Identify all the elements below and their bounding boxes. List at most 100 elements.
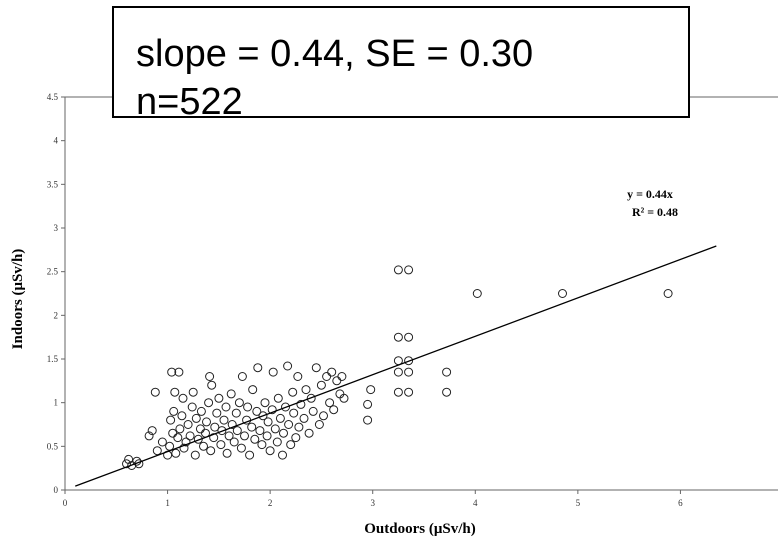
data-point <box>308 406 318 416</box>
data-point <box>178 393 188 403</box>
data-point <box>236 443 246 453</box>
data-point <box>152 446 162 456</box>
scatter-points <box>122 265 673 470</box>
data-point <box>240 431 249 441</box>
data-point <box>291 433 301 443</box>
x-tick-label: 2 <box>268 498 273 508</box>
fit-line <box>75 245 717 487</box>
data-point <box>316 380 326 390</box>
data-point <box>260 398 270 408</box>
data-point <box>404 387 414 397</box>
data-point <box>327 367 337 377</box>
data-point <box>185 431 195 441</box>
data-point <box>202 417 211 427</box>
data-point <box>224 431 234 441</box>
data-point <box>248 385 258 395</box>
data-point <box>177 411 187 421</box>
data-point <box>144 431 154 441</box>
fit-line-group <box>75 245 717 487</box>
data-point <box>174 367 184 377</box>
data-point <box>404 265 414 275</box>
data-point <box>169 406 179 416</box>
data-point <box>281 402 290 412</box>
data-point <box>168 428 178 438</box>
data-point <box>257 440 267 450</box>
data-point <box>187 402 197 412</box>
data-point <box>226 389 236 399</box>
data-point <box>284 420 294 429</box>
data-point <box>404 356 414 366</box>
data-point <box>322 372 332 381</box>
stat-annotation-box: slope = 0.44, SE = 0.30 n=522 <box>112 6 690 123</box>
data-point <box>188 387 198 397</box>
data-point <box>293 372 303 381</box>
data-point <box>404 367 414 377</box>
data-point <box>301 385 311 395</box>
data-point <box>179 443 189 453</box>
data-point <box>332 376 342 386</box>
data-point <box>250 434 260 444</box>
data-point <box>393 265 403 275</box>
data-point <box>183 420 193 429</box>
data-point <box>252 406 262 416</box>
data-point <box>404 332 414 342</box>
data-point <box>275 413 285 423</box>
data-point <box>207 380 217 390</box>
data-point <box>268 367 278 377</box>
data-point <box>286 440 296 450</box>
data-point <box>237 372 247 381</box>
data-point <box>289 408 299 418</box>
data-point <box>199 441 208 451</box>
data-point <box>150 387 160 397</box>
data-point <box>190 450 200 460</box>
data-point <box>147 426 157 436</box>
data-point <box>294 422 304 432</box>
stat-line-slope: slope = 0.44, SE = 0.30 <box>136 33 534 75</box>
y-tick-label: 4.5 <box>47 92 59 102</box>
axes: 0 0.5 1 1.5 2 2.5 3 3.5 4 4.5 0 1 2 3 4 5 6 <box>47 92 778 508</box>
data-point <box>217 426 227 436</box>
x-tick-label: 3 <box>370 498 375 508</box>
data-point <box>258 411 268 421</box>
x-tick-label: 4 <box>473 498 478 508</box>
data-point <box>663 289 673 298</box>
data-point <box>222 448 232 458</box>
y-tick-label: 3.5 <box>47 179 59 189</box>
data-point <box>212 408 222 418</box>
data-point <box>214 393 224 403</box>
data-point <box>393 332 403 342</box>
data-point <box>314 420 324 429</box>
data-point <box>231 408 241 418</box>
data-point <box>219 415 229 425</box>
data-point <box>171 448 181 458</box>
data-point <box>234 398 244 408</box>
data-point <box>206 446 216 456</box>
y-tick-label: 3 <box>54 223 59 233</box>
data-point <box>173 433 183 443</box>
data-point <box>221 402 231 412</box>
data-point <box>196 406 206 416</box>
data-point <box>363 415 373 425</box>
data-point <box>243 402 253 412</box>
data-point <box>227 420 237 429</box>
data-point <box>296 399 306 409</box>
data-point <box>279 428 288 438</box>
data-point <box>122 459 131 469</box>
fit-equation-label: y = 0.44x <box>627 187 673 201</box>
y-axis-label: Indoors (μSv/h) <box>10 249 26 350</box>
y-tick-label: 2.5 <box>47 267 59 277</box>
x-axis-label: Outdoors (μSv/h) <box>364 521 475 537</box>
data-point <box>304 428 314 438</box>
data-point <box>170 387 180 397</box>
data-point <box>325 398 335 408</box>
y-tick-label: 0.5 <box>47 441 59 451</box>
data-point <box>319 411 328 421</box>
data-point <box>175 424 185 434</box>
data-point <box>267 405 277 415</box>
data-point <box>393 367 403 377</box>
y-tick-label: 2 <box>54 310 59 320</box>
data-point <box>311 363 321 373</box>
data-point <box>442 387 452 397</box>
